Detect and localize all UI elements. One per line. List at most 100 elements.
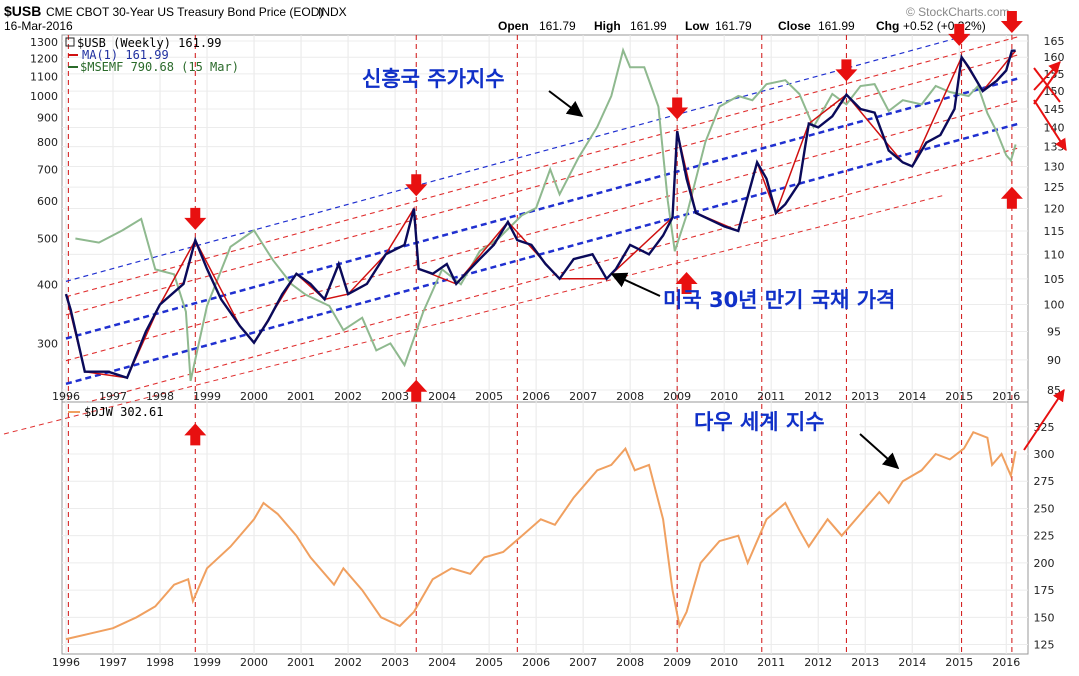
x-tick-label-top: 2016: [992, 390, 1020, 403]
djw-tick-label: 150: [1034, 611, 1055, 624]
x-tick-label-top: 2009: [663, 390, 691, 403]
edge-arrows: [1023, 61, 1067, 451]
marker-up-icon: [184, 423, 207, 446]
annotation-emerging-arrow: [548, 90, 584, 117]
x-tick-label-bottom: 2003: [381, 656, 409, 669]
x-tick-label-bottom: 2009: [663, 656, 691, 669]
x-tick-label-bottom: 2010: [710, 656, 738, 669]
high-value: 161.99: [630, 19, 667, 33]
msemf-line: [75, 47, 1017, 382]
legend-djw: $DJW 302.61: [84, 405, 163, 419]
marker-up-icon: [405, 379, 428, 402]
x-tick-label-bottom: 2008: [616, 656, 644, 669]
right-tick-label: 160: [1044, 51, 1065, 64]
x-tick-label-bottom: 2004: [428, 656, 456, 669]
chart-header: $USB CME CBOT 30-Year US Treasury Bond P…: [4, 3, 1010, 33]
marker-up-icon: [1000, 186, 1023, 209]
marker-2016-top: [1000, 11, 1023, 33]
x-tick-label-bottom: 2001: [287, 656, 315, 669]
marker-1998: [184, 207, 207, 230]
channel-bottom-blue: [65, 122, 1019, 386]
usb-line: [64, 49, 1016, 380]
legend-msemf: $MSEMF 790.68 (15 Mar): [80, 60, 239, 74]
x-tick-label-top: 2012: [804, 390, 832, 403]
left-tick-label: 300: [37, 337, 58, 350]
djw-line: [65, 430, 1017, 641]
right-tick-label: 110: [1044, 248, 1065, 261]
x-tick-label-top: 2005: [475, 390, 503, 403]
djw-panel: [61, 401, 1029, 655]
left-tick-label: 800: [37, 136, 58, 149]
left-tick-label: 900: [37, 112, 58, 125]
marker-2015: [948, 23, 971, 46]
x-tick-label-top: 1997: [99, 390, 127, 403]
djw-legend: $DJW 302.61: [68, 405, 163, 419]
right-axis: 8590951001051101151201251301351401451501…: [1034, 35, 1065, 652]
chart-title: CME CBOT 30-Year US Treasury Bond Price …: [46, 5, 323, 19]
price-panel-grid: [62, 35, 1028, 402]
djw-tick-label: 125: [1034, 639, 1055, 652]
annotation-bond: 미국 30년 만기 국채 가격: [663, 288, 895, 312]
marker-down-icon: [666, 97, 689, 120]
djw-tick-label: 275: [1034, 475, 1055, 488]
marker-down-icon: [948, 23, 971, 46]
watermark: © StockCharts.com: [906, 5, 1010, 19]
edge-arrow-down: [1033, 99, 1067, 152]
legend-box-icon: [65, 37, 75, 47]
close-label: Close: [778, 19, 811, 33]
x-tick-label-bottom: 2006: [522, 656, 550, 669]
channel-red: [86, 147, 1019, 402]
x-tick-label-top: 2006: [522, 390, 550, 403]
right-tick-label: 95: [1047, 325, 1061, 338]
djw-tick-label: 325: [1034, 421, 1055, 434]
ma-line: [65, 50, 1017, 379]
low-value: 161.79: [715, 19, 752, 33]
left-axis: 300 400 500 600 700 800 900 1000 1100 1200 1300: [30, 36, 58, 350]
djw-tick-label: 175: [1034, 584, 1055, 597]
right-tick-label: 120: [1044, 203, 1065, 216]
marker-down-icon: [1000, 11, 1023, 33]
high-label: High: [594, 19, 621, 33]
left-tick-label: 700: [37, 163, 58, 176]
marker-2009-top: [666, 97, 689, 120]
x-tick-label-bottom: 2013: [851, 656, 879, 669]
x-tick-label-top: 2004: [428, 390, 456, 403]
right-tick-label: 85: [1047, 384, 1061, 397]
open-value: 161.79: [539, 19, 576, 33]
channel-red: [65, 100, 1019, 362]
x-tick-label-top: 1999: [193, 390, 221, 403]
x-tick-label-top: 1998: [146, 390, 174, 403]
x-tick-label-bottom: 1999: [193, 656, 221, 669]
right-tick-label: 125: [1044, 181, 1065, 194]
x-tick-label-bottom: 1997: [99, 656, 127, 669]
right-tick-label: 165: [1044, 35, 1065, 48]
legend-ma: MA(1) 161.99: [82, 48, 169, 62]
left-tick-label: 500: [37, 232, 58, 245]
symbol: $USB: [4, 3, 41, 19]
right-tick-label: 90: [1047, 354, 1061, 367]
marker-1998-bottom: [184, 423, 207, 446]
annotation-bond-arrow: [610, 272, 661, 297]
x-tick-label-top: 2013: [851, 390, 879, 403]
marker-2003-top: [405, 174, 428, 197]
x-tick-label-bottom: 2000: [240, 656, 268, 669]
x-tick-label-top: 2008: [616, 390, 644, 403]
edge-arrow-up: [1033, 61, 1061, 91]
marker-down-icon: [184, 207, 207, 230]
annotation-dow: 다우 세계 지수: [694, 410, 825, 434]
left-tick-label: 1100: [30, 70, 58, 83]
left-tick-label: 1300: [30, 36, 58, 49]
x-tick-label-bottom: 2005: [475, 656, 503, 669]
djw-series: [65, 430, 1017, 641]
marker-2012: [835, 59, 858, 82]
x-tick-label-bottom: 1996: [52, 656, 80, 669]
chart-date: 16-Mar-2016: [4, 19, 73, 33]
marker-2003-bottom: [405, 379, 428, 402]
right-tick-label: 130: [1044, 160, 1065, 173]
x-tick-label-bottom: 2014: [898, 656, 926, 669]
close-value: 161.99: [818, 19, 855, 33]
marker-down-icon: [835, 59, 858, 82]
legend-usb: $USB (Weekly) 161.99: [77, 36, 222, 50]
x-tick-label-top: 2001: [287, 390, 315, 403]
left-tick-label: 1000: [30, 90, 58, 103]
